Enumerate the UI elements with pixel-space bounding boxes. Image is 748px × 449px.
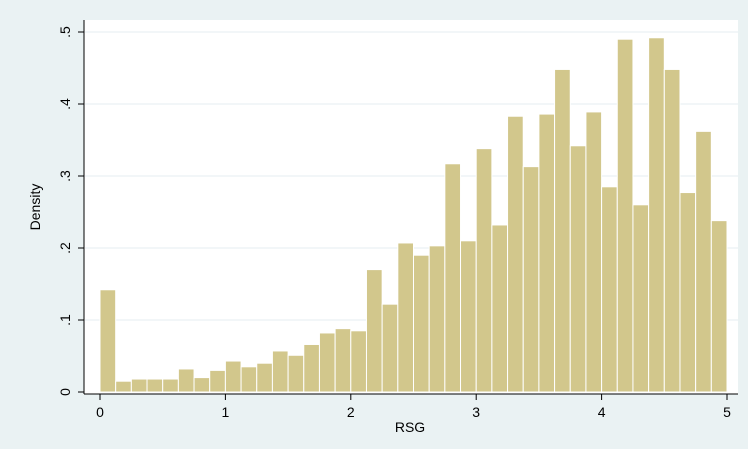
histogram-bars xyxy=(99,37,728,393)
histogram-bar xyxy=(256,362,273,393)
histogram-bar xyxy=(522,166,540,393)
y-tick-label: .4 xyxy=(57,98,73,110)
histogram-bar xyxy=(710,220,728,393)
histogram-bar xyxy=(365,269,383,393)
y-tick-label: 0 xyxy=(57,388,73,396)
histogram-bar xyxy=(193,377,211,393)
histogram-bar xyxy=(240,366,258,393)
histogram-bar xyxy=(397,242,415,393)
histogram-bar xyxy=(648,37,665,393)
x-tick-label: 3 xyxy=(472,404,480,420)
x-tick-label: 2 xyxy=(347,404,355,420)
histogram-bar xyxy=(679,192,697,393)
histogram-bar xyxy=(177,368,195,393)
y-tick-label: .3 xyxy=(57,170,73,182)
histogram-bar xyxy=(491,224,509,393)
y-tick-label: .2 xyxy=(57,242,73,254)
histogram-bar xyxy=(271,350,289,393)
y-axis-ticks: 0 .1 .2 .3 .4 .5 xyxy=(57,26,84,396)
histogram-bar xyxy=(475,148,493,393)
histogram-bar xyxy=(538,113,556,393)
histogram-bar xyxy=(99,289,117,393)
histogram-bar xyxy=(303,343,320,393)
histogram-bar xyxy=(507,115,524,393)
histogram-bar xyxy=(350,330,367,393)
histogram-bar xyxy=(585,111,603,393)
histogram-bar xyxy=(632,204,650,393)
histogram-bar xyxy=(413,254,430,393)
x-tick-label: 0 xyxy=(96,404,104,420)
histogram-bar xyxy=(428,245,446,393)
histogram-bar xyxy=(224,360,242,393)
x-tick-label: 1 xyxy=(222,404,230,420)
histogram-bar xyxy=(287,354,305,393)
histogram-bar xyxy=(616,38,634,393)
histogram-bar xyxy=(318,332,336,393)
histogram-bar xyxy=(444,163,462,393)
y-axis-title: Density xyxy=(27,184,43,231)
histogram-bar xyxy=(554,68,571,393)
histogram-bar xyxy=(162,378,179,393)
histogram-bar xyxy=(569,145,587,393)
x-tick-label: 5 xyxy=(723,404,731,420)
x-axis-title: RSG xyxy=(395,419,425,435)
histogram-bar xyxy=(381,303,399,393)
y-tick-label: .1 xyxy=(57,314,73,326)
histogram-bar xyxy=(460,240,477,393)
histogram-bar xyxy=(695,130,712,393)
histogram-bar xyxy=(209,369,226,393)
histogram-bar xyxy=(663,68,681,393)
histogram-bar xyxy=(146,378,164,393)
x-axis-ticks: 0 1 2 3 4 5 xyxy=(96,394,731,420)
histogram-bar xyxy=(334,328,352,393)
y-tick-label: .5 xyxy=(57,26,73,38)
histogram-bar xyxy=(130,378,148,393)
histogram-bar xyxy=(601,186,618,393)
histogram-bar xyxy=(115,380,132,393)
x-tick-label: 4 xyxy=(598,404,606,420)
